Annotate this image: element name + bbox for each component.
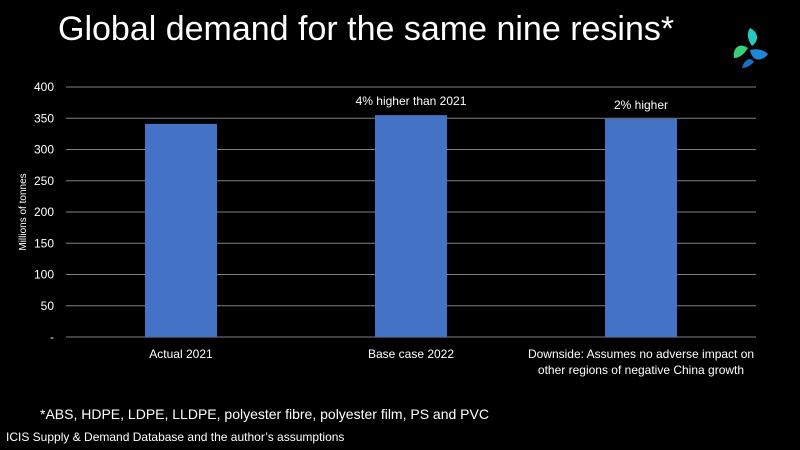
x-category-label: Downside: Assumes no adverse impact on [528,347,754,361]
bar-chart: - 50 100 150 200 250 300 350 400 Millions of tonn… [18,80,756,377]
slide-title: Global demand for the same nine resins* [58,10,675,48]
y-tick-label: 300 [34,143,54,157]
data-annotation: 2% higher [614,98,668,112]
bar [145,123,217,337]
source-note: ICIS Supply & Demand Database and the au… [6,430,345,444]
bar [605,118,677,337]
y-tick-label: 250 [34,174,54,188]
icis-logo-icon [733,28,768,68]
y-tick-label: 50 [41,299,55,313]
data-annotation: 4% higher than 2021 [356,94,467,108]
x-category-label: other regions of negative China growth [538,363,744,377]
resin-footnote: *ABS, HDPE, LDPE, LLDPE, polyester fibre… [40,406,489,422]
x-category-label: Actual 2021 [149,347,213,361]
y-axis-label: Millions of tonnes [18,173,29,250]
y-tick-label: - [50,330,54,344]
y-tick-label: 200 [34,205,54,219]
y-tick-label: 400 [34,80,54,94]
bar [375,115,447,337]
y-tick-label: 350 [34,111,54,125]
y-tick-label: 150 [34,236,54,250]
y-tick-label: 100 [34,268,54,282]
x-category-label: Base case 2022 [368,347,454,361]
